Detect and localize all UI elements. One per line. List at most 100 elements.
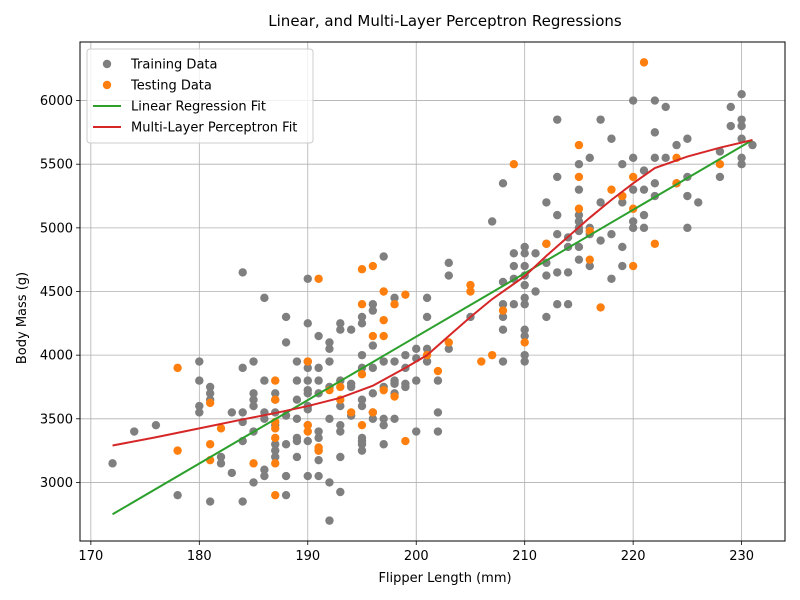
data-point bbox=[639, 223, 649, 233]
data-point bbox=[271, 433, 280, 443]
data-point bbox=[390, 392, 399, 401]
data-point bbox=[574, 185, 584, 194]
data-point bbox=[357, 319, 367, 328]
data-point bbox=[325, 516, 334, 525]
x-tick-label: 210 bbox=[512, 549, 537, 564]
legend-label: Training Data bbox=[130, 58, 217, 73]
data-point bbox=[249, 395, 258, 404]
axis-ticks: 170 180 190 200 210 220 230 3000 3500 4000 4500 500… bbox=[40, 94, 754, 564]
data-point bbox=[412, 427, 421, 436]
data-point bbox=[336, 319, 345, 328]
x-axis-label: Flipper Length (mm) bbox=[378, 571, 511, 586]
data-point bbox=[271, 389, 280, 398]
data-point bbox=[683, 191, 692, 201]
data-point bbox=[336, 420, 345, 430]
data-point bbox=[574, 217, 584, 226]
data-point bbox=[542, 271, 551, 280]
data-point bbox=[216, 459, 226, 468]
data-point bbox=[628, 261, 638, 271]
data-point bbox=[553, 268, 562, 277]
data-point bbox=[292, 436, 302, 446]
data-point bbox=[596, 236, 605, 245]
data-point bbox=[520, 249, 529, 258]
y-tick-label: 4500 bbox=[40, 285, 73, 300]
data-point bbox=[249, 478, 258, 487]
data-point bbox=[401, 382, 410, 392]
data-point bbox=[477, 357, 486, 366]
data-point bbox=[173, 446, 182, 455]
data-point bbox=[238, 363, 247, 373]
data-point bbox=[737, 160, 746, 169]
data-point bbox=[390, 379, 399, 388]
data-point bbox=[596, 115, 605, 124]
data-point bbox=[628, 185, 638, 194]
data-point bbox=[607, 274, 616, 283]
data-point bbox=[314, 446, 323, 455]
data-point bbox=[596, 303, 605, 312]
data-point bbox=[574, 255, 584, 264]
data-point bbox=[694, 198, 703, 207]
data-point bbox=[585, 255, 594, 264]
data-point bbox=[379, 252, 388, 261]
data-point bbox=[726, 121, 735, 131]
x-tick-label: 230 bbox=[729, 549, 754, 564]
data-point bbox=[607, 230, 616, 239]
y-tick-label: 4000 bbox=[40, 349, 73, 364]
data-point bbox=[271, 459, 280, 468]
data-point bbox=[672, 140, 681, 150]
data-point bbox=[346, 325, 356, 334]
data-point bbox=[487, 350, 497, 360]
data-point bbox=[379, 287, 388, 296]
data-point bbox=[205, 440, 215, 449]
data-point bbox=[542, 198, 551, 207]
data-point bbox=[520, 325, 529, 334]
data-point bbox=[249, 459, 258, 468]
data-point bbox=[433, 376, 443, 385]
data-point bbox=[487, 217, 497, 226]
data-point bbox=[509, 249, 519, 258]
data-point bbox=[249, 357, 258, 366]
data-point bbox=[195, 401, 204, 411]
data-point bbox=[574, 210, 584, 220]
data-point bbox=[314, 331, 323, 341]
data-point bbox=[737, 115, 746, 124]
data-point bbox=[292, 452, 302, 462]
data-point bbox=[336, 452, 345, 462]
data-point bbox=[650, 239, 660, 248]
data-point bbox=[553, 230, 562, 239]
data-point bbox=[628, 217, 638, 226]
series-1-points bbox=[173, 58, 725, 500]
x-tick-label: 190 bbox=[295, 549, 320, 564]
data-point bbox=[271, 452, 280, 462]
data-point bbox=[271, 424, 280, 433]
data-point bbox=[260, 414, 269, 423]
data-point bbox=[607, 185, 616, 194]
data-point bbox=[444, 344, 453, 353]
data-point bbox=[216, 424, 226, 433]
data-point bbox=[108, 459, 117, 468]
data-point bbox=[563, 300, 573, 309]
data-point bbox=[444, 271, 453, 280]
data-point bbox=[379, 357, 388, 366]
data-point bbox=[639, 58, 649, 67]
data-point bbox=[368, 300, 378, 309]
data-point bbox=[336, 382, 345, 392]
data-point bbox=[260, 465, 269, 474]
data-point bbox=[336, 487, 345, 497]
data-point bbox=[618, 198, 627, 207]
data-point bbox=[368, 408, 378, 417]
data-point bbox=[737, 153, 746, 163]
data-point bbox=[498, 306, 508, 315]
data-point bbox=[683, 134, 692, 143]
data-point bbox=[314, 427, 323, 436]
data-point bbox=[249, 401, 258, 411]
data-point bbox=[715, 147, 725, 156]
data-point bbox=[715, 160, 725, 169]
data-point bbox=[542, 312, 551, 322]
data-point bbox=[498, 325, 508, 334]
data-point bbox=[390, 357, 399, 366]
data-point bbox=[357, 446, 367, 455]
data-point bbox=[390, 300, 399, 309]
x-tick-label: 170 bbox=[78, 549, 103, 564]
data-point bbox=[368, 363, 378, 373]
